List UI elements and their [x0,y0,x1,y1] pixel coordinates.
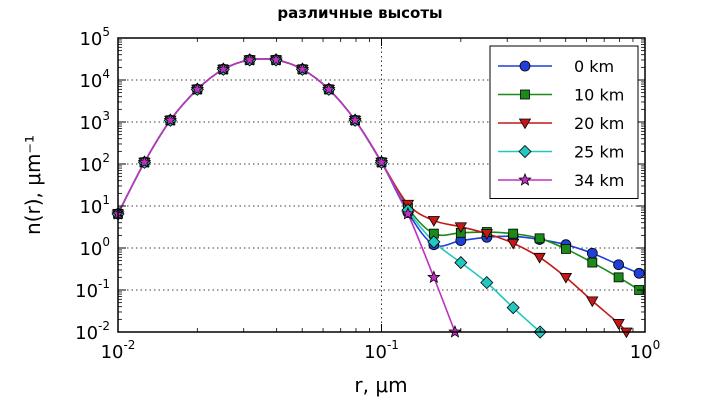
x-tick-label: 10-2 [101,338,136,363]
y-tick-label: 103 [79,109,110,134]
data-point [374,155,389,169]
data-point [163,113,178,127]
legend-label: 20 km [574,114,624,133]
legend-marker [519,60,531,72]
legend-marker [518,144,532,159]
data-point [612,319,625,330]
legend-marker [520,89,530,100]
data-point [586,247,598,259]
y-tick-label: 102 [79,151,110,176]
data-point [242,52,257,66]
data-point [480,229,494,240]
data-point [216,62,231,76]
data-point [633,267,645,279]
series-line [118,57,456,332]
data-point [137,155,152,169]
x-tick-label: 10-1 [364,338,399,363]
data-point [322,82,336,96]
legend-label: 25 km [574,143,624,162]
data-point [613,259,625,271]
y-tick-label: 10-2 [75,319,110,344]
data-point [613,272,624,283]
data-point [533,252,546,264]
data-point [534,233,545,244]
data-point [559,272,573,284]
x-axis-label: r, μm [354,373,407,397]
data-point [480,276,494,290]
data-point [427,270,441,284]
data-point [295,62,310,76]
axis-ticks [117,37,646,333]
legend-marker [518,118,532,130]
y-tick-label: 10-1 [75,277,110,302]
legend-label: 10 km [574,86,624,105]
data-point [427,235,441,249]
series-line [118,57,541,332]
data-point [269,52,283,66]
data-point [587,257,598,268]
data-point [427,216,441,227]
y-tick-label: 104 [79,67,110,92]
legend-label: 34 km [574,171,624,190]
data-point [506,238,520,250]
legend-label: 0 km [574,57,614,76]
data-point [401,206,415,220]
data-point [190,82,205,96]
y-tick-label: 100 [79,235,110,260]
data-point [508,228,519,239]
data-point [561,244,571,254]
y-tick-labels: 10-2 10-1 100 101 102 103 104 105 [75,25,110,344]
data-point [454,222,468,234]
data-point [454,255,468,270]
y-axis-label: n(r), μm⁻¹ [21,135,45,235]
x-tick-labels: 10-2 10-1 100 [101,338,661,363]
legend: 0 km 10 km 20 km 25 km 34 km [489,45,639,199]
y-tick-label: 101 [79,193,110,218]
y-tick-label: 105 [79,25,110,50]
chart-title: различные высоты [277,4,443,22]
x-tick-label: 100 [630,338,661,363]
data-point [586,296,599,308]
data-point [348,113,362,127]
data-point [506,301,520,315]
legend-marker [518,172,532,186]
